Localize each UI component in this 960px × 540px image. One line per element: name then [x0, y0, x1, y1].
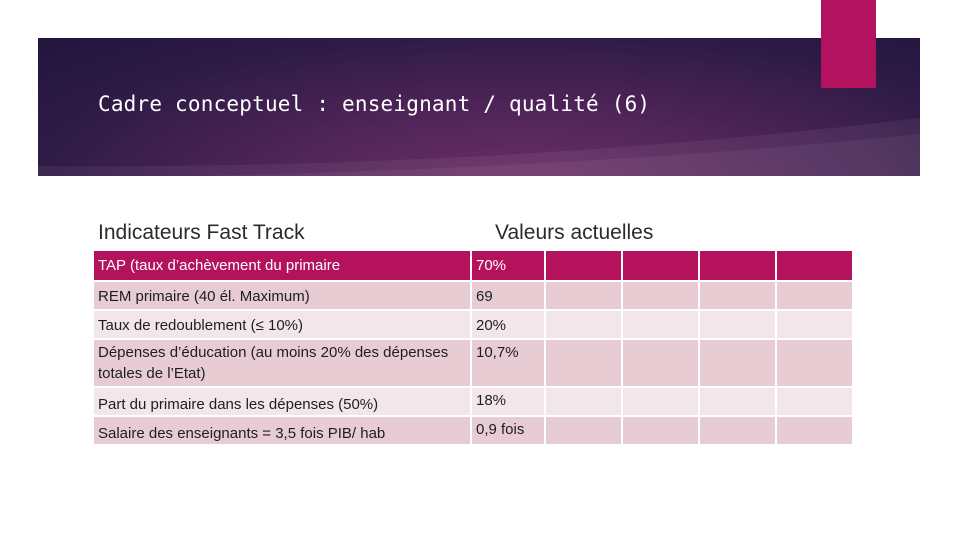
empty-cell [623, 340, 698, 386]
table-row: Part du primaire dans les dépenses (50%)… [94, 388, 852, 415]
indicator-cell: Part du primaire dans les dépenses (50%) [94, 388, 470, 415]
indicator-cell: TAP (taux d’achèvement du primaire [94, 251, 470, 280]
empty-cell [546, 282, 621, 309]
empty-cell [623, 388, 698, 415]
header-indicators: Indicateurs Fast Track [98, 221, 305, 244]
empty-cell [623, 282, 698, 309]
empty-cell [700, 340, 775, 386]
header-values: Valeurs actuelles [495, 221, 654, 244]
value-cell: 69 [472, 282, 544, 309]
empty-cell [777, 340, 852, 386]
empty-cell [777, 417, 852, 444]
empty-cell [700, 311, 775, 338]
value-cell: 0,9 fois [472, 417, 544, 444]
empty-cell [546, 417, 621, 444]
indicator-cell: Salaire des enseignants = 3,5 fois PIB/ … [94, 417, 470, 444]
indicators-table: TAP (taux d’achèvement du primaire 70% R… [92, 249, 854, 446]
empty-cell [777, 251, 852, 280]
empty-cell [777, 311, 852, 338]
empty-cell [546, 251, 621, 280]
empty-cell [546, 388, 621, 415]
table-row: Taux de redoublement (≤ 10%) 20% [94, 311, 852, 338]
empty-cell [546, 311, 621, 338]
table-row: Salaire des enseignants = 3,5 fois PIB/ … [94, 417, 852, 444]
banner-sweep-decoration [38, 118, 920, 176]
empty-cell [700, 251, 775, 280]
value-cell: 20% [472, 311, 544, 338]
table-row: Dépenses d’éducation (au moins 20% des d… [94, 340, 852, 386]
empty-cell [777, 388, 852, 415]
empty-cell [623, 251, 698, 280]
empty-cell [546, 340, 621, 386]
slide-title: Cadre conceptuel : enseignant / qualité … [98, 92, 651, 116]
indicator-cell: REM primaire (40 él. Maximum) [94, 282, 470, 309]
accent-bar [821, 0, 876, 88]
empty-cell [700, 388, 775, 415]
indicator-cell: Taux de redoublement (≤ 10%) [94, 311, 470, 338]
empty-cell [700, 282, 775, 309]
title-banner [38, 38, 920, 176]
value-cell: 18% [472, 388, 544, 415]
value-cell: 70% [472, 251, 544, 280]
table-row: TAP (taux d’achèvement du primaire 70% [94, 251, 852, 280]
empty-cell [777, 282, 852, 309]
indicator-cell: Dépenses d’éducation (au moins 20% des d… [94, 340, 470, 386]
empty-cell [623, 417, 698, 444]
empty-cell [700, 417, 775, 444]
table-row: REM primaire (40 él. Maximum) 69 [94, 282, 852, 309]
value-cell: 10,7% [472, 340, 544, 386]
empty-cell [623, 311, 698, 338]
